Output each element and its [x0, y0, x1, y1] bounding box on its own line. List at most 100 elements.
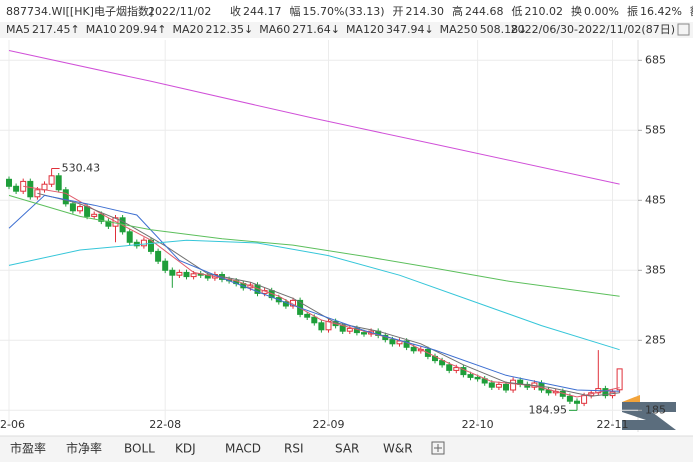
candle-body [140, 239, 147, 247]
candle-body [581, 395, 588, 404]
y-tick-label: 585 [645, 123, 666, 136]
field-label: 额 [690, 5, 693, 18]
candle-body [84, 206, 91, 217]
legend-value: 508.18↓ [480, 23, 528, 36]
legend-value: 217.45↑ [32, 23, 80, 36]
field-label: 开 [393, 5, 404, 18]
candle-body [495, 383, 502, 388]
candle-body [361, 332, 367, 335]
tab[interactable]: 市净率 [66, 441, 102, 456]
candle-body [488, 382, 495, 388]
field-value: 210.02 [525, 5, 564, 18]
candle-body [602, 388, 609, 397]
candle-body [467, 374, 474, 378]
candle-body [48, 175, 55, 185]
ma-line [8, 194, 620, 392]
candle-body [69, 203, 76, 212]
low-label: 184.95 [529, 403, 568, 416]
ma-line [8, 194, 620, 297]
candle-body [126, 231, 133, 243]
candle-body [566, 395, 573, 402]
tab[interactable]: SAR [335, 442, 359, 456]
field-value: 15.70%(33.13) [303, 5, 385, 18]
candle-body [446, 364, 453, 371]
ma-line [37, 192, 620, 397]
candle-body [41, 183, 48, 191]
x-tick-label: 22-11 [597, 418, 629, 431]
y-tick-label: 685 [645, 53, 666, 66]
tab[interactable]: W&R [383, 442, 413, 456]
field-label: 换 [571, 4, 582, 18]
field-value: 214.30 [406, 5, 445, 18]
high-label: 530.43 [62, 161, 101, 174]
candle-body [574, 400, 580, 404]
field-value: 0.00% [584, 5, 619, 18]
candle-body [77, 206, 83, 212]
legend-name: MA250 [440, 23, 478, 36]
code: 887734.WI[[HK]电子烟指数] [6, 4, 153, 18]
tab[interactable]: KDJ [175, 442, 196, 456]
legend-value: 271.64↓ [292, 23, 340, 36]
candle-body [410, 346, 417, 352]
legend-name: MA10 [86, 23, 117, 36]
candle-body [474, 376, 481, 380]
candle-body [162, 260, 169, 271]
candle-body [169, 269, 176, 276]
candle-body [62, 189, 69, 205]
y-tick-label: 185 [645, 403, 666, 416]
candle-body [503, 383, 509, 391]
logo [622, 395, 676, 430]
legend-value: 209.94↑ [119, 23, 167, 36]
range-icon[interactable] [677, 23, 690, 36]
tab[interactable]: 市盈率 [10, 441, 46, 456]
date: 2022/11/02 [148, 5, 211, 18]
candle-body [55, 175, 62, 191]
legend-name: MA60 [259, 23, 290, 36]
legend-name: MA5 [6, 23, 30, 36]
ma-line [8, 50, 620, 185]
candle-body [389, 339, 396, 345]
field-label: 低 [512, 5, 523, 18]
x-tick-label: 22-09 [313, 418, 345, 431]
tab-bar [0, 436, 693, 462]
legend-value: 212.35↓ [205, 23, 253, 36]
candle-body [318, 322, 325, 331]
candle-body [155, 250, 162, 262]
candle-body [346, 327, 353, 332]
candle-body [616, 368, 623, 391]
candle-body [190, 273, 197, 278]
x-tick-label: 22-06 [0, 418, 25, 431]
ma-line [8, 239, 620, 351]
field-value: 244.17 [243, 5, 282, 18]
candle-body [183, 271, 190, 278]
candle-body [510, 379, 517, 391]
x-tick-label: 22-08 [149, 418, 181, 431]
candle-body [13, 185, 20, 192]
candle-body [98, 213, 105, 222]
candle-body [311, 316, 318, 324]
field-value: 16.42% [640, 5, 682, 18]
field-label: 高 [452, 4, 463, 18]
legend-name: MA20 [172, 23, 203, 36]
y-tick-label: 485 [645, 193, 666, 206]
tab[interactable]: RSI [284, 442, 304, 456]
candle-body [6, 178, 12, 187]
add-tab[interactable] [431, 441, 445, 455]
x-tick-label: 22-10 [462, 418, 494, 431]
candle-body [27, 180, 34, 198]
candle-body [460, 367, 467, 376]
legend-name: MA120 [346, 23, 384, 36]
candle-body [176, 271, 183, 276]
field-label: 振 [627, 4, 638, 18]
legend-value: 347.94↓ [386, 23, 434, 36]
candle-body [439, 360, 446, 366]
candle-body [304, 313, 311, 318]
candle-body [91, 213, 98, 217]
ma-bar [0, 22, 693, 38]
tab[interactable]: MACD [225, 442, 261, 456]
candle-body [453, 367, 460, 371]
tab[interactable]: BOLL [124, 442, 155, 456]
y-tick-label: 385 [645, 263, 666, 276]
